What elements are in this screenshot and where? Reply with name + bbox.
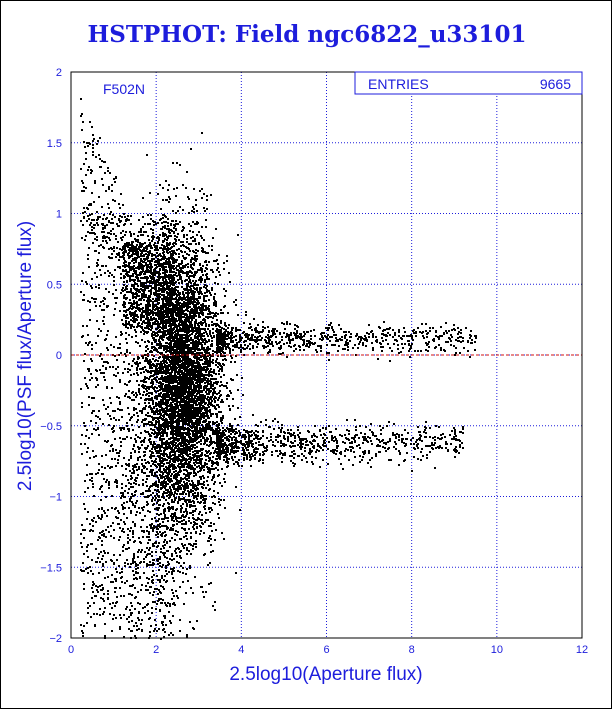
y-tick-label: 0	[56, 350, 62, 362]
stats-entries-label: ENTRIES	[368, 76, 429, 92]
y-tick-label: 2	[56, 67, 62, 79]
y-tick-label: −0.5	[40, 421, 62, 433]
x-tick-label: 6	[323, 644, 329, 656]
x-tick-label: 8	[409, 644, 415, 656]
y-tick-label: −1.5	[40, 562, 62, 574]
stats-box: ENTRIES 9665	[354, 71, 583, 95]
scatter-points	[80, 98, 477, 640]
tick-labels: 0 2 4 6 8 10 12 −2 −1.5 −1 −0.5 0 0.5 1 1.5 2	[40, 67, 588, 656]
x-tick-label: 12	[576, 644, 588, 656]
x-tick-label: 0	[68, 644, 74, 656]
chart-title: HSTPHOT: Field ngc6822_u33101	[87, 21, 527, 48]
data-points	[80, 98, 477, 640]
y-tick-label: 0.5	[47, 279, 62, 291]
x-tick-label: 10	[491, 644, 503, 656]
x-tick-label: 4	[238, 644, 244, 656]
x-tick-label: 2	[153, 644, 159, 656]
stats-entries-value: 9665	[540, 76, 571, 92]
y-tick-label: −2	[49, 633, 62, 645]
y-tick-label: −1	[49, 492, 62, 504]
filter-label: F502N	[103, 81, 145, 97]
stats-box-frame	[354, 71, 583, 95]
y-tick-label: 1.5	[47, 138, 62, 150]
y-tick-label: 1	[56, 209, 62, 221]
plot-frame	[70, 71, 583, 639]
x-axis-title: 2.5log10(Aperture flux)	[229, 664, 422, 685]
y-axis-title: 2.5log10(PSF flux/Aperture flux)	[15, 221, 36, 491]
